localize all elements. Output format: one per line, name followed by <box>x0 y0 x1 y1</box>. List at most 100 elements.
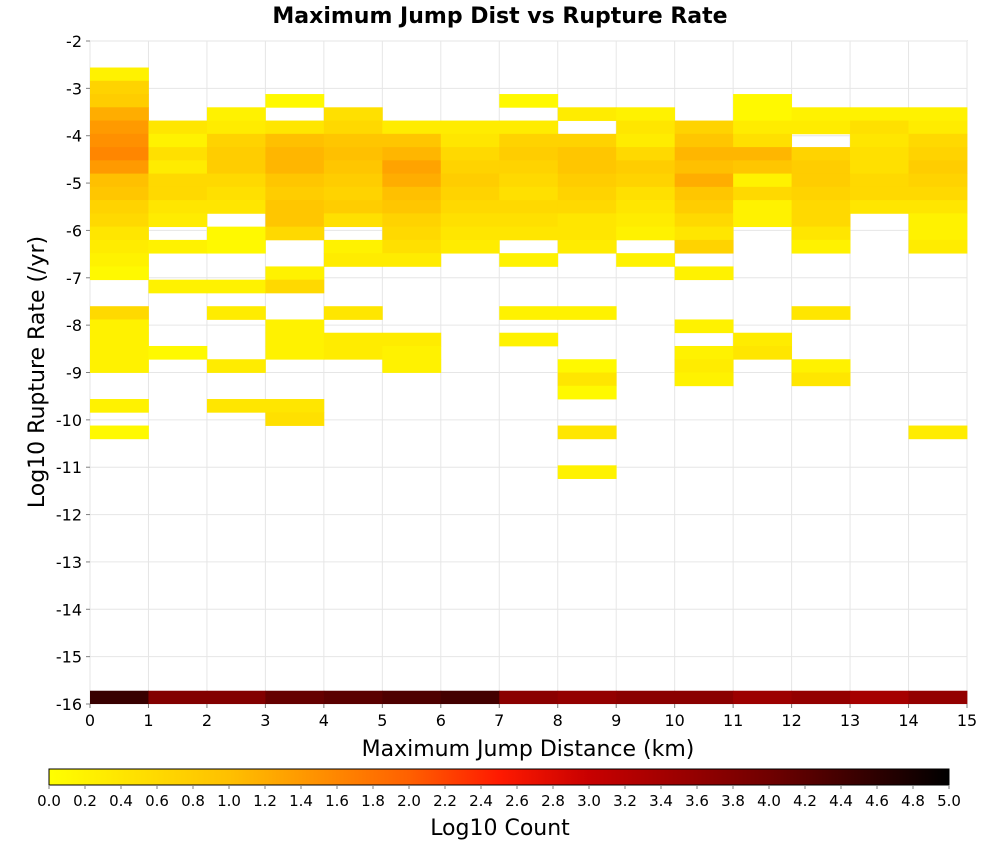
colorbar-tick-label: 0.4 <box>109 792 133 810</box>
y-tick-label: -15 <box>56 648 82 667</box>
heatmap-cell <box>674 239 734 254</box>
heatmap-cell <box>206 173 266 188</box>
heatmap-cell <box>499 332 559 347</box>
heatmap-cell <box>90 345 149 360</box>
heatmap-cell <box>557 425 617 440</box>
heatmap-cell <box>148 239 208 254</box>
heatmap-cell <box>323 173 383 188</box>
heatmap-cell <box>733 332 792 347</box>
heatmap-cell <box>440 186 500 201</box>
x-axis-ticks: 0 1 2 3 4 5 6 7 8 9 10 11 12 13 14 15 <box>85 704 977 730</box>
heatmap-cell <box>90 266 149 281</box>
heatmap-cell <box>265 319 325 334</box>
heatmap-cell <box>557 173 617 188</box>
heatmap-cell <box>733 94 792 108</box>
chart-title: Maximum Jump Dist vs Rupture Rate <box>272 4 727 29</box>
heatmap-cell <box>90 107 149 121</box>
y-tick-label: -7 <box>66 269 82 288</box>
y-tick-label: -3 <box>66 79 82 98</box>
x-tick-label: 10 <box>664 711 684 730</box>
heatmap-cell <box>90 80 149 95</box>
colorbar-tick-label: 4.0 <box>757 792 781 810</box>
colorbar-tick-label: 3.0 <box>577 792 601 810</box>
heatmap-cell <box>674 266 734 281</box>
heatmap-cell-bottom-row <box>850 690 909 704</box>
x-tick-label: 13 <box>840 711 860 730</box>
heatmap-cell <box>90 226 149 241</box>
heatmap-cell <box>791 147 851 161</box>
heatmap-cell <box>791 213 851 228</box>
heatmap-cell-bottom-row <box>382 690 442 704</box>
heatmap-cell <box>323 186 383 201</box>
heatmap-cell <box>265 226 325 241</box>
heatmap-cell-bottom-row <box>90 690 149 704</box>
heatmap-cell <box>733 107 792 121</box>
heatmap-cell <box>908 147 968 161</box>
colorbar-ticks: 0.0 0.2 0.4 0.6 0.8 1.0 1.2 1.4 1.6 1.8 2.0 2.2 2.4 2… <box>37 785 961 810</box>
heatmap-cell <box>850 173 909 188</box>
heatmap-cell <box>733 133 792 148</box>
heatmap-cell-bottom-row <box>733 690 792 704</box>
heatmap-cell-bottom-row <box>791 690 851 704</box>
heatmap-cell <box>323 160 383 174</box>
heatmap-cell <box>382 359 442 373</box>
heatmap-cell-bottom-row <box>499 690 559 704</box>
heatmap-cell <box>499 173 559 188</box>
colorbar-tick-label: 5.0 <box>937 792 961 810</box>
heatmap-cell <box>908 186 968 201</box>
heatmap-cell <box>791 107 851 121</box>
y-tick-label: -9 <box>66 364 82 383</box>
y-tick-label: -16 <box>56 695 82 714</box>
heatmap-cell <box>148 186 208 201</box>
heatmap-cell <box>557 359 617 373</box>
heatmap-cell <box>791 186 851 201</box>
x-tick-label: 8 <box>553 711 563 730</box>
heatmap-cell <box>265 186 325 201</box>
heatmap-cell <box>90 133 149 148</box>
colorbar-tick-label: 1.4 <box>289 792 313 810</box>
x-tick-label: 11 <box>723 711 743 730</box>
heatmap-cell <box>265 279 325 294</box>
heatmap-cell <box>206 359 266 373</box>
heatmap-cell <box>908 239 968 254</box>
heatmap-cell <box>557 306 617 320</box>
heatmap-cell <box>557 147 617 161</box>
colorbar-tick-label: 3.6 <box>685 792 709 810</box>
heatmap-cell <box>323 213 383 228</box>
heatmap-cell <box>440 200 500 214</box>
heatmap-cell <box>206 306 266 320</box>
heatmap-cell <box>557 465 617 479</box>
heatmap-cell <box>850 147 909 161</box>
heatmap-cell <box>323 253 383 267</box>
heatmap-cell-bottom-row <box>616 690 676 704</box>
heatmap-cell <box>499 226 559 241</box>
heatmap-cell <box>265 345 325 360</box>
heatmap-cell <box>557 133 617 148</box>
heatmap-cell <box>90 319 149 334</box>
heatmap-cell-bottom-row <box>674 690 734 704</box>
heatmap-cell <box>206 160 266 174</box>
heatmap-cell <box>674 120 734 135</box>
heatmap-cell <box>791 173 851 188</box>
heatmap-cell <box>557 239 617 254</box>
heatmap-cell <box>323 147 383 161</box>
x-axis-label: Maximum Jump Distance (km) <box>362 737 695 762</box>
heatmap-cell <box>908 213 968 228</box>
y-tick-label: -12 <box>56 506 82 525</box>
x-tick-label: 4 <box>319 711 329 730</box>
heatmap-cell <box>382 253 442 267</box>
heatmap-cell <box>382 160 442 174</box>
heatmap-cell <box>148 133 208 148</box>
heatmap-cell <box>90 120 149 135</box>
heatmap-cell <box>616 160 676 174</box>
heatmap-cell <box>323 332 383 347</box>
heatmap-cell <box>733 200 792 214</box>
heatmap-cell <box>206 147 266 161</box>
heatmap-cell <box>90 425 149 440</box>
heatmap-cell <box>908 133 968 148</box>
heatmap-cell <box>499 133 559 148</box>
heatmap-cell <box>90 239 149 254</box>
heatmap-cell <box>323 107 383 121</box>
heatmap-cell <box>323 306 383 320</box>
colorbar-tick-label: 0.2 <box>73 792 97 810</box>
